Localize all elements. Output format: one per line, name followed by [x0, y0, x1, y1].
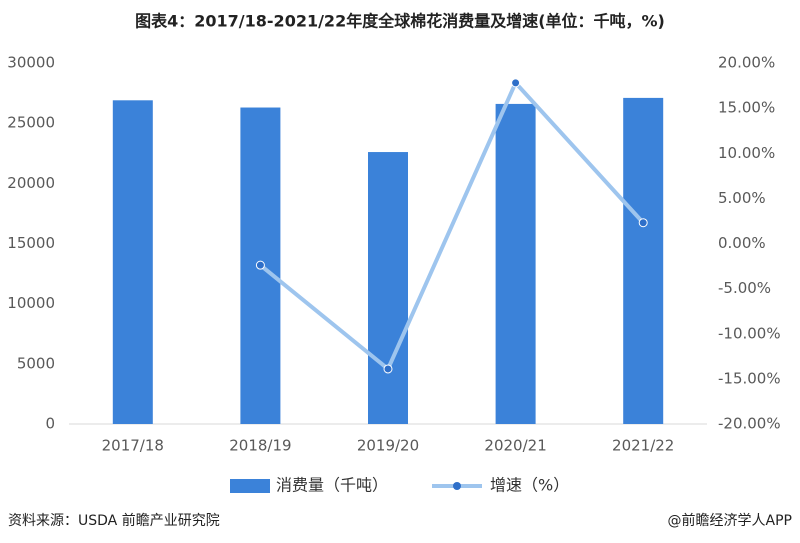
x-tick-label: 2020/21 — [484, 437, 546, 455]
legend-swatch — [230, 479, 270, 493]
y-tick-label: 15000 — [7, 234, 55, 252]
x-tick-label: 2017/18 — [102, 437, 164, 455]
y-tick-label: 30000 — [7, 54, 55, 72]
y2-tick-label: 5.00% — [718, 189, 766, 207]
y2-tick-label: 10.00% — [718, 144, 775, 162]
y-tick-label: 0 — [45, 415, 55, 433]
y-tick-label: 10000 — [7, 294, 55, 312]
legend-label: 增速（%） — [490, 476, 569, 495]
y-tick-label: 20000 — [7, 174, 55, 192]
x-tick-label: 2018/19 — [229, 437, 291, 455]
y2-tick-label: 15.00% — [718, 99, 775, 117]
growth-marker — [383, 364, 393, 374]
credit: @前瞻经济学人APP — [668, 512, 792, 529]
growth-marker — [638, 218, 648, 228]
y2-tick-label: 20.00% — [718, 54, 775, 72]
y2-tick-label: -5.00% — [718, 279, 771, 297]
legend-label: 消费量（千吨） — [276, 476, 388, 495]
bar — [112, 100, 153, 424]
growth-line — [259, 79, 645, 373]
chart-title: 图表4：2017/18-2021/22年度全球棉花消费量及增速(单位：千吨，%) — [135, 12, 665, 31]
x-tick-label: 2021/22 — [612, 437, 674, 455]
source: 资料来源：USDA 前瞻产业研究院 — [8, 512, 220, 529]
y2-tick-label: -20.00% — [718, 415, 781, 433]
y2-tick-label: -10.00% — [718, 324, 781, 342]
bar — [368, 152, 408, 424]
y-tick-label: 5000 — [17, 354, 55, 372]
legend-marker — [453, 482, 461, 490]
y-tick-label: 25000 — [7, 114, 55, 132]
bar — [623, 97, 664, 424]
growth-marker — [255, 260, 265, 270]
y2-tick-label: -15.00% — [718, 369, 781, 387]
y2-tick-label: 0.00% — [718, 234, 766, 252]
growth-marker — [511, 78, 521, 88]
x-tick-label: 2019/20 — [357, 437, 419, 455]
bar — [495, 103, 536, 424]
